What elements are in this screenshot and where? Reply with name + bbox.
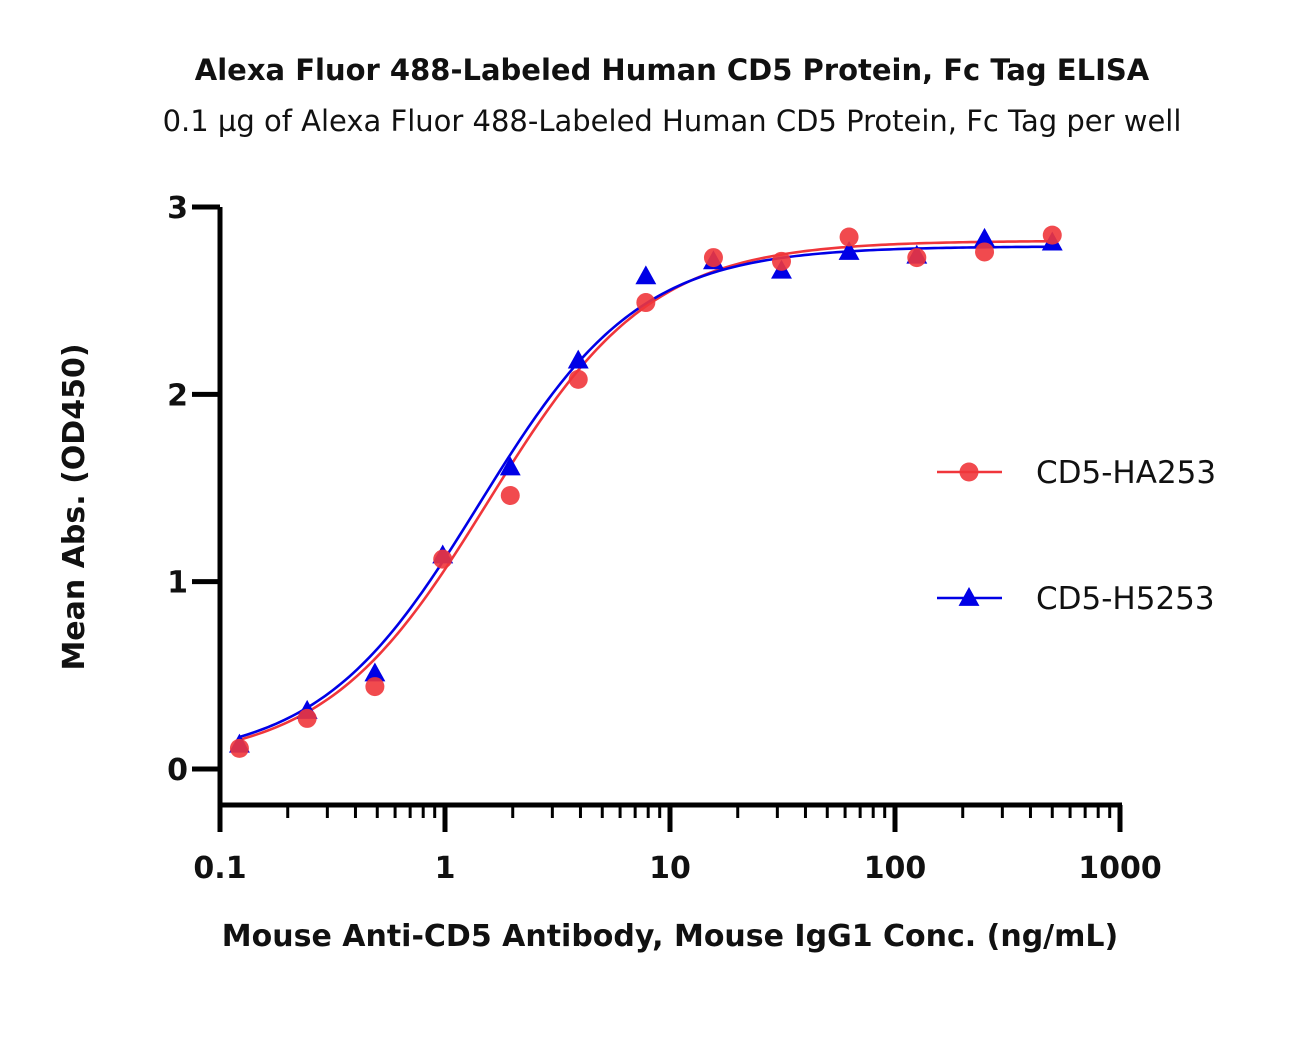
x-tick-label: 0.1 [193, 851, 246, 886]
data-point-cd5-ha253 [365, 677, 385, 697]
data-point-cd5-h5253 [974, 227, 995, 247]
data-point-cd5-ha253 [568, 369, 588, 389]
legend-label: CD5-HA253 [1036, 455, 1216, 491]
fit-curves [239, 239, 1053, 742]
legend-marker-cd5-ha253 [959, 462, 979, 482]
data-point-cd5-ha253 [297, 708, 317, 728]
data-point-cd5-ha253 [500, 485, 520, 505]
data-point-cd5-ha253 [229, 738, 249, 758]
y-axis-ticks: 0 1 2 3 [167, 191, 220, 788]
data-point-cd5-h5253 [567, 349, 589, 369]
y-tick-label: 0 [167, 753, 188, 788]
x-axis-ticks: 0.1 1 10 100 1000 [193, 805, 1162, 886]
data-point-cd5-h5253 [838, 240, 860, 260]
data-point-cd5-ha253 [975, 242, 995, 262]
chart-title: Alexa Fluor 488-Labeled Human CD5 Protei… [195, 53, 1150, 87]
chart-subtitle: 0.1 µg of Alexa Fluor 488-Labeled Human … [163, 104, 1182, 138]
data-point-cd5-h5253 [364, 662, 386, 682]
y-axis-label: Mean Abs. (OD450) [57, 343, 92, 670]
data-point-cd5-ha253 [839, 227, 859, 247]
legend: CD5-HA253 CD5-H5253 [937, 455, 1216, 617]
data-point-cd5-ha253 [907, 248, 927, 268]
data-points [228, 225, 1063, 758]
x-tick-label: 10 [649, 851, 691, 886]
y-tick-label: 2 [167, 378, 188, 413]
data-point-cd5-ha253 [1042, 225, 1062, 245]
axes [217, 207, 1122, 808]
data-point-cd5-ha253 [771, 251, 791, 271]
y-tick-label: 3 [167, 191, 188, 226]
x-axis-label: Mouse Anti-CD5 Antibody, Mouse IgG1 Conc… [222, 919, 1118, 954]
data-point-cd5-ha253 [703, 248, 723, 268]
data-point-cd5-h5253 [499, 456, 521, 476]
x-tick-label: 1 [435, 851, 456, 886]
data-point-cd5-ha253 [636, 293, 656, 313]
data-point-cd5-ha253 [433, 549, 453, 569]
fit-curve-cd5-h5253 [239, 245, 1053, 739]
data-point-cd5-h5253 [635, 265, 657, 285]
y-tick-label: 1 [167, 566, 188, 601]
legend-label: CD5-H5253 [1036, 581, 1215, 617]
x-tick-label: 1000 [1078, 851, 1162, 886]
legend-marker-cd5-h5253 [958, 587, 980, 606]
x-tick-label: 100 [864, 851, 927, 886]
